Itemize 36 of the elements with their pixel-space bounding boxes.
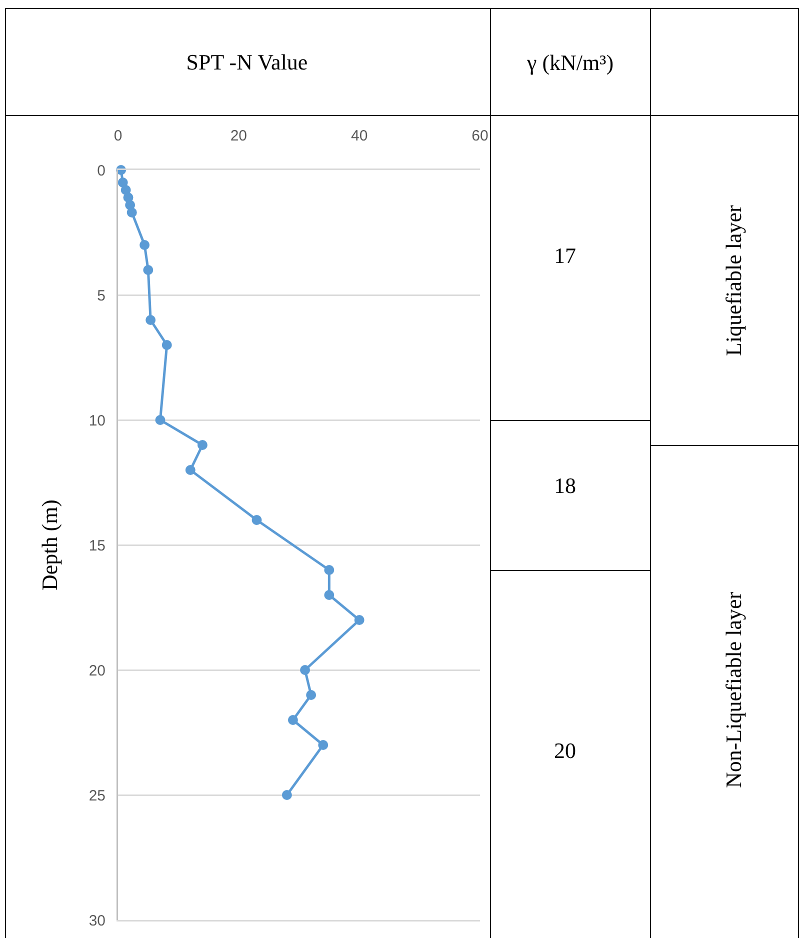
point	[300, 665, 310, 675]
y-tick-label: 5	[97, 287, 106, 304]
point	[155, 415, 166, 425]
text: γ (kN/m³)	[526, 50, 614, 75]
point	[324, 565, 334, 575]
point	[126, 208, 137, 218]
text: 20	[554, 738, 576, 763]
x-tick-label: 60	[472, 128, 488, 144]
point	[288, 715, 298, 725]
text: 18	[554, 473, 576, 498]
y-tick-label: 20	[88, 662, 106, 680]
y-tick-label: 0	[97, 162, 106, 180]
point	[140, 240, 150, 250]
point	[162, 340, 172, 350]
point	[252, 515, 262, 525]
y-tick-label: 30	[88, 912, 106, 930]
point	[143, 265, 154, 275]
y-tick-label: 25	[88, 787, 106, 804]
point	[185, 465, 196, 475]
point	[306, 690, 316, 700]
y-axis-title: Depth (m)	[36, 499, 62, 591]
point	[324, 590, 334, 600]
point	[354, 615, 364, 625]
text: 17	[554, 243, 576, 268]
point	[197, 440, 208, 450]
point	[146, 315, 156, 325]
x-tick-label: 0	[114, 128, 122, 144]
x-tick-label: 40	[350, 128, 368, 144]
x-tick-label: 20	[230, 128, 248, 144]
text: Liquefiable layer	[721, 204, 746, 356]
y-tick-label: 10	[88, 412, 106, 430]
y-tick-label: 15	[88, 537, 106, 554]
chart-title: SPT -N Value	[186, 50, 308, 75]
point	[282, 790, 292, 800]
point	[318, 740, 328, 750]
text: Non-Liquefiable layer	[721, 591, 746, 788]
